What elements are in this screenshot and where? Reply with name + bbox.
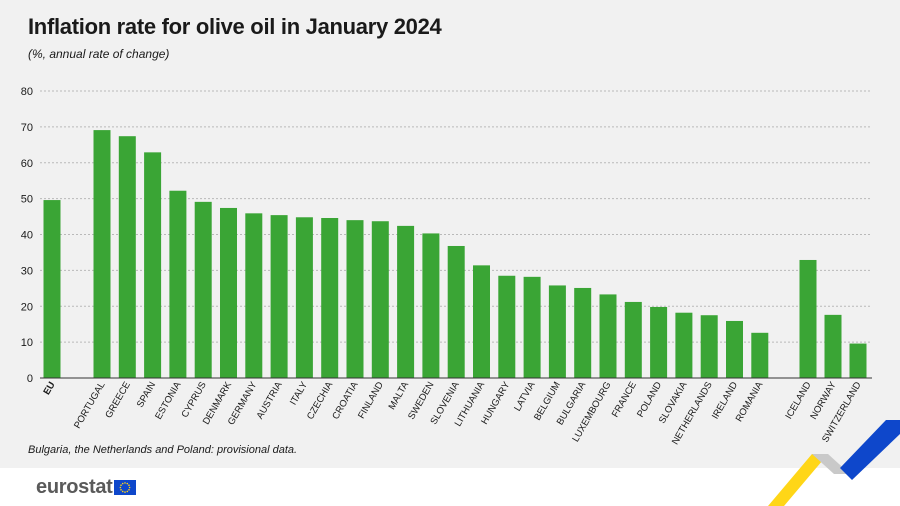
chart-subtitle: (%, annual rate of change): [28, 47, 170, 61]
bar-estonia: [169, 190, 187, 378]
x-tick-label: EU: [41, 380, 57, 397]
bar-lithuania: [473, 265, 490, 378]
eurostat-logo: eurostat: [36, 476, 113, 498]
y-tick-label: 20: [21, 301, 33, 313]
flag-star: [120, 489, 122, 491]
x-tick-label: GREECE: [103, 380, 133, 420]
bar-spain: [144, 152, 162, 378]
bar-cyprus: [194, 201, 212, 378]
footer: [0, 468, 900, 506]
yellow-stripe: [768, 454, 828, 506]
bar-germany: [245, 213, 263, 378]
bar-finland: [371, 221, 389, 378]
bar-portugal: [93, 130, 111, 378]
y-tick-label: 10: [21, 337, 33, 349]
flag-star: [119, 486, 122, 489]
x-tick-label: ITALY: [288, 379, 310, 407]
bar-poland: [650, 306, 668, 378]
bar-croatia: [346, 220, 364, 378]
bar-hungary: [498, 275, 516, 378]
bar-sweden: [422, 233, 440, 378]
flag-star: [121, 490, 124, 493]
bar-bulgaria: [574, 287, 592, 378]
blue-stripe: [840, 420, 900, 480]
y-tick-label: 40: [21, 230, 33, 242]
flag-star: [128, 484, 130, 486]
chart-title: Inflation rate for olive oil in January …: [28, 14, 442, 39]
bar-malta: [397, 225, 415, 378]
flag-star: [121, 482, 124, 485]
y-tick-label: 60: [21, 158, 33, 170]
bar-slovakia: [675, 312, 693, 378]
bar-denmark: [220, 207, 237, 378]
y-tick-label: 70: [21, 122, 33, 134]
flag-star: [124, 482, 126, 484]
bar-austria: [270, 215, 288, 378]
bar-czechia: [321, 217, 339, 378]
grey-stripe: [812, 454, 850, 474]
corner-decoration-icon: [768, 420, 900, 506]
bar-luxembourg: [599, 294, 617, 378]
bar-slovenia: [447, 245, 465, 378]
bar-iceland: [799, 259, 817, 378]
bar-greece: [118, 136, 136, 378]
footnote: Bulgaria, the Netherlands and Poland: pr…: [28, 444, 298, 456]
bar-netherlands: [700, 315, 718, 378]
flag-star: [128, 489, 130, 491]
bar-norway: [824, 314, 842, 378]
x-tick-label: FINLAND: [356, 380, 386, 421]
flag-star: [126, 482, 129, 485]
flag-star: [126, 490, 129, 493]
x-tick-label: MALTA: [387, 379, 412, 411]
flag-star: [120, 484, 122, 486]
bar-italy: [295, 217, 313, 378]
bar-belgium: [548, 285, 566, 378]
y-tick-label: 50: [21, 194, 33, 206]
x-tick-label: SPAIN: [135, 380, 158, 410]
y-tick-label: 80: [21, 86, 33, 98]
flag-star: [124, 491, 126, 493]
flag-star: [128, 486, 131, 489]
y-tick-label: 0: [27, 373, 33, 385]
x-tick-label: PORTUGAL: [72, 380, 108, 431]
bar-ireland: [726, 320, 743, 378]
bar-eu: [43, 200, 61, 378]
bar-romania: [751, 332, 769, 378]
y-tick-label: 30: [21, 265, 33, 277]
x-tick-label: LATVIA: [512, 379, 538, 413]
bar-switzerland: [849, 343, 867, 378]
bar-latvia: [523, 276, 541, 378]
eu-flag-icon: [114, 480, 136, 495]
bar-france: [624, 301, 642, 378]
